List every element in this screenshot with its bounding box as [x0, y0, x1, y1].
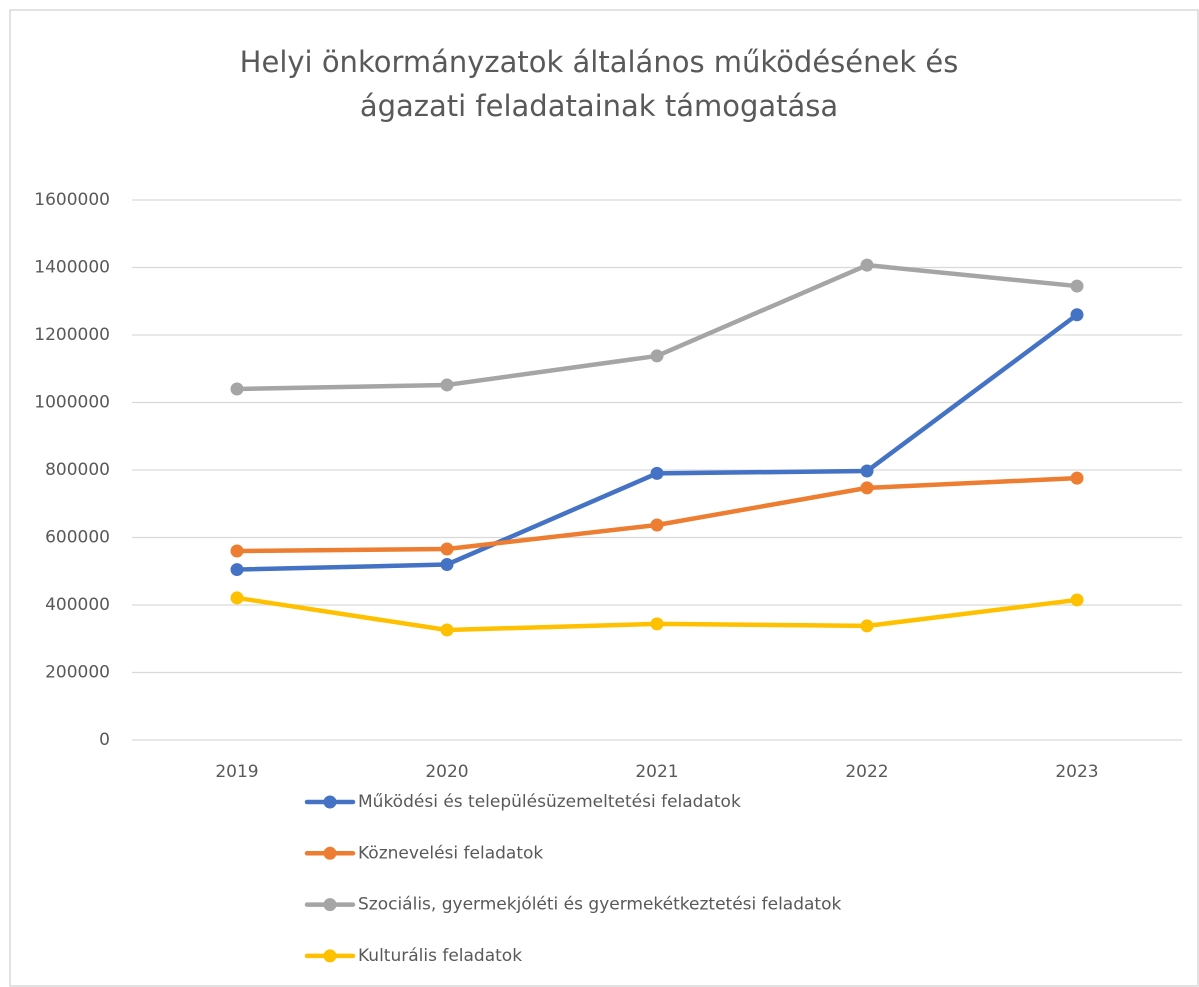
y-tick-label: 1000000: [34, 393, 110, 413]
legend-marker: [323, 795, 337, 809]
y-tick-label: 600000: [45, 528, 110, 548]
series-line: [234, 262, 1080, 392]
y-tick-label: 1400000: [34, 258, 110, 278]
legend-marker: [323, 846, 337, 860]
data-point: [230, 544, 244, 558]
y-tick-label: 800000: [45, 460, 110, 480]
data-point: [230, 591, 244, 605]
legend-label: Szociális, gyermekjóléti és gyermekétkez…: [358, 895, 841, 915]
data-point: [440, 558, 454, 571]
data-point: [440, 542, 454, 556]
data-point: [230, 563, 244, 577]
legend-marker: [323, 949, 337, 963]
legend-label: Működési és településüzemeltetési felada…: [358, 792, 741, 812]
series-line: [234, 475, 1080, 554]
chart-title: Helyi önkormányzatok általános működésén…: [239, 45, 959, 123]
legend-label: Kulturális feladatok: [358, 946, 522, 966]
data-point: [440, 623, 454, 637]
data-point: [230, 382, 244, 396]
data-point: [650, 518, 664, 532]
data-point: [650, 349, 664, 363]
data-point: [860, 464, 874, 478]
y-tick-label: 1600000: [34, 190, 110, 210]
y-tick-label: 400000: [45, 595, 110, 615]
y-tick-label: 1200000: [34, 325, 110, 345]
data-point: [860, 258, 874, 272]
data-point: [1070, 279, 1084, 293]
x-tick-label: 2022: [845, 762, 888, 782]
data-point: [1070, 471, 1084, 485]
data-point: [440, 378, 454, 392]
data-point: [650, 466, 664, 480]
y-tick-label: 0: [99, 730, 110, 750]
data-point: [1070, 593, 1084, 607]
legend-marker: [323, 898, 337, 912]
chart-border: [9, 9, 1199, 987]
legend-label: Köznevelési feladatok: [358, 843, 543, 863]
x-tick-label: 2023: [1055, 762, 1098, 782]
x-tick-label: 2020: [425, 762, 468, 782]
data-point: [1070, 308, 1084, 322]
data-point: [860, 619, 874, 633]
y-tick-label: 200000: [45, 663, 110, 683]
data-point: [650, 617, 664, 631]
x-tick-label: 2019: [215, 762, 258, 782]
x-tick-label: 2021: [635, 762, 678, 782]
data-point: [860, 481, 874, 495]
